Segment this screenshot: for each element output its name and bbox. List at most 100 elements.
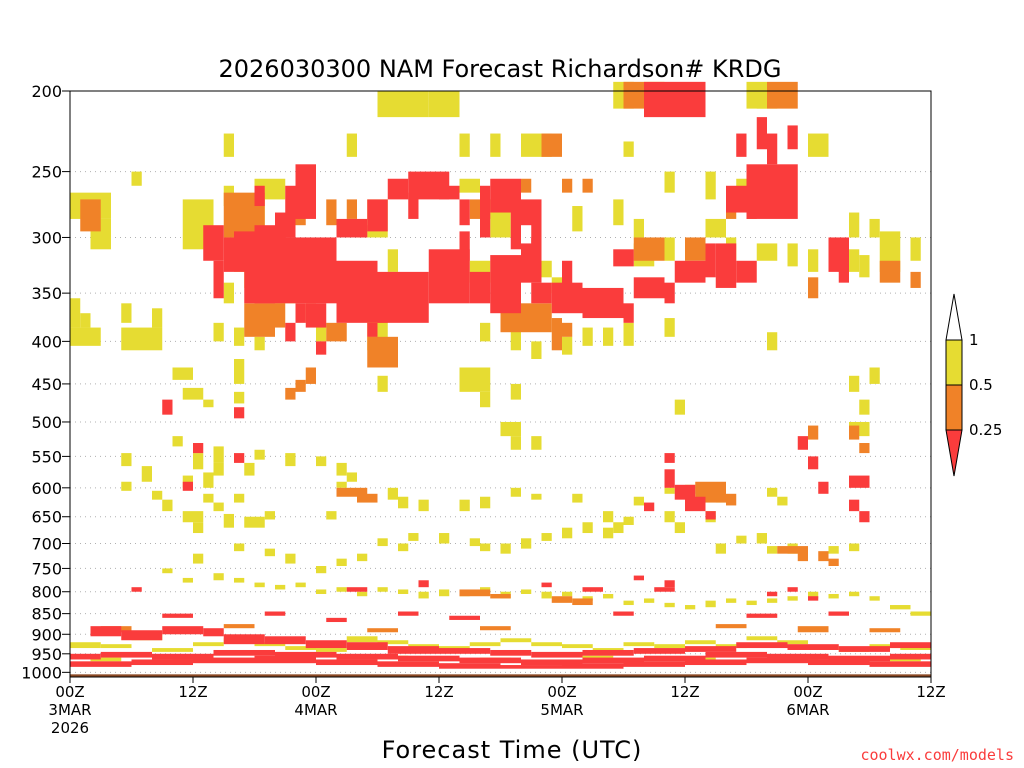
cell-0.5-1-143 — [828, 546, 839, 554]
cell-<0.25-97 — [490, 649, 532, 656]
cell-0.5-1-34 — [859, 255, 870, 278]
cell-0.5-1-81 — [480, 391, 491, 408]
cell-0.5-1-62 — [254, 336, 265, 351]
cell-0.5-1-105 — [336, 462, 347, 476]
cell-0.5-1-148 — [582, 522, 593, 534]
cell-0.5-1-93 — [121, 453, 132, 467]
cell-<0.25-125 — [316, 659, 378, 666]
cell-0.5-1-120 — [398, 496, 409, 509]
cell-0.5-1-127 — [603, 511, 614, 523]
cell-0.5-1-124 — [510, 487, 521, 497]
cell-0.5-1-113 — [213, 502, 224, 512]
cell-<0.25-53 — [305, 303, 327, 328]
cell-<0.25-106 — [70, 653, 101, 660]
cell-<0.25-43 — [531, 237, 542, 250]
cell-0.5-1-228 — [869, 644, 901, 649]
cell-<0.25-111 — [336, 653, 398, 660]
cell-0.5-1-19 — [736, 178, 747, 193]
cell-0.5-1-38 — [756, 243, 778, 261]
cell-0.25-0.5-16 — [633, 237, 665, 261]
cell-<0.25-14 — [531, 212, 542, 244]
cell-0.5-1-200 — [890, 605, 911, 610]
cell-0.5-1-219 — [592, 648, 624, 652]
cell-<0.25-128 — [500, 665, 562, 669]
cell-<0.25-103 — [787, 644, 839, 650]
cell-<0.25-137 — [326, 617, 347, 623]
cell-<0.25-124 — [254, 655, 316, 664]
cell-0.5-1-184 — [562, 591, 573, 597]
cell-0.5-1-209 — [285, 646, 316, 650]
cell-0.25-0.5-40 — [336, 487, 368, 497]
cell-0.25-0.5-30 — [551, 318, 562, 351]
cell-0.5-1-158 — [193, 553, 204, 564]
cell-0.5-1-73 — [664, 318, 675, 337]
cell-0.5-1-190 — [685, 605, 696, 610]
cell-<0.25-62 — [182, 481, 193, 491]
cell-<0.25-48 — [705, 243, 716, 278]
cell-0.25-0.5-46 — [459, 589, 491, 597]
cell-0.5-1-191 — [705, 600, 716, 608]
cell-<0.25-19 — [336, 218, 368, 238]
cell-0.5-1-112 — [203, 493, 214, 503]
cell-0.5-1-36 — [787, 243, 798, 267]
cell-0.5-1-68 — [531, 341, 542, 359]
cell-0.5-1-168 — [234, 577, 245, 583]
cell-<0.25-35 — [469, 271, 491, 304]
colorbar-label-0.25: 0.25 — [969, 421, 1002, 439]
cell-<0.25-112 — [398, 655, 460, 662]
cell-0.5-1-0 — [377, 91, 429, 118]
cell-0.5-1-84 — [674, 399, 685, 415]
cell-0.5-1-186 — [603, 593, 614, 599]
y-tick-750: 750 — [31, 559, 62, 578]
cell-<0.25-12 — [510, 199, 521, 250]
cell-0.5-1-102 — [254, 449, 265, 460]
cell-0.5-1-196 — [808, 591, 819, 599]
cell-<0.25-131 — [685, 659, 747, 666]
cell-<0.25-70 — [797, 436, 808, 450]
cell-0.5-1-140 — [736, 535, 747, 544]
cell-0.25-0.5-12 — [541, 133, 562, 157]
cell-0.5-1-202 — [70, 642, 101, 649]
cell-<0.25-52 — [838, 260, 849, 283]
cell-<0.25-25 — [203, 225, 224, 261]
cell-0.25-0.5-48 — [551, 596, 573, 603]
cell-0.5-1-90 — [510, 436, 521, 450]
cell-0.5-1-125 — [531, 493, 542, 500]
cell-0.5-1-16 — [459, 178, 480, 193]
cell-0.5-1-221 — [654, 644, 685, 649]
cell-<0.25-67 — [685, 496, 706, 512]
cell-<0.25-33 — [377, 271, 429, 323]
cell-<0.25-134 — [869, 661, 931, 667]
cell-<0.25-57 — [367, 322, 378, 337]
cell-<0.25-49 — [715, 243, 737, 288]
cell-<0.25-98 — [531, 651, 583, 658]
cell-<0.25-44 — [613, 249, 634, 267]
cell-<0.25-93 — [305, 640, 347, 649]
cell-0.25-0.5-26 — [326, 322, 347, 342]
cell-<0.25-80 — [582, 587, 603, 592]
cell-0.5-1-75 — [172, 367, 193, 380]
cell-0.25-0.5-44 — [818, 551, 829, 562]
cell-0.5-1-91 — [531, 436, 542, 450]
x-tick-0-line-2: 2026 — [51, 719, 89, 737]
cell-0.25-0.5-42 — [777, 546, 808, 554]
cell-<0.25-110 — [275, 651, 337, 658]
y-tick-450: 450 — [31, 375, 62, 394]
cell-0.5-1-118 — [326, 511, 337, 520]
cell-0.5-1-182 — [521, 589, 532, 594]
cell-0.5-1-150 — [613, 522, 624, 534]
cell-0.5-1-224 — [746, 636, 778, 641]
cell-0.25-0.5-54 — [715, 624, 747, 629]
cell-<0.25-74 — [849, 499, 860, 512]
cell-0.5-1-107 — [346, 472, 357, 482]
colorbar: 1 0.5 0.25 — [945, 293, 1002, 477]
cell-0.25-0.5-8 — [326, 199, 337, 226]
cell-<0.25-68 — [705, 511, 716, 520]
cell-<0.25-139 — [449, 615, 480, 620]
cell-0.5-1-111 — [193, 522, 204, 534]
cell-0.5-1-57 — [70, 327, 101, 346]
y-tick-800: 800 — [31, 583, 62, 602]
cell-0.5-1-116 — [244, 516, 265, 528]
cell-0.5-1-1 — [428, 91, 460, 118]
cell-<0.25-123 — [193, 657, 255, 664]
